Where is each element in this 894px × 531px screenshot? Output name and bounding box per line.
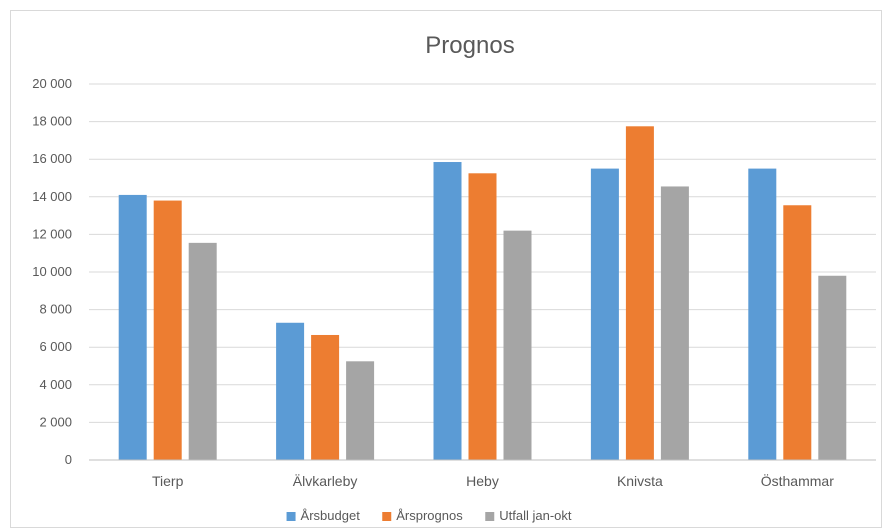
bar-Utfall jan-okt-Heby xyxy=(503,230,532,460)
legend: Årsbudget Årsprognos Utfall jan-okt xyxy=(286,508,572,523)
y-tick-label: 18 000 xyxy=(32,114,72,129)
y-axis-ticks: 0 2 000 4 000 6 000 8 000 10 000 12 000 14 000 1… xyxy=(32,76,72,467)
x-category-label: Älvkarleby xyxy=(293,473,358,489)
legend-label: Årsprognos xyxy=(396,508,463,523)
x-category-label: Knivsta xyxy=(617,473,663,489)
bar-Årsprognos-Tierp xyxy=(153,200,182,460)
y-tick-label: 20 000 xyxy=(32,76,72,91)
bar-Årsprognos-Knivsta xyxy=(625,126,654,461)
x-category-label: Östhammar xyxy=(761,472,834,489)
bar-Årsbudget-Knivsta xyxy=(590,168,619,460)
x-axis-categories: Tierp Älvkarleby Heby Knivsta Östhammar xyxy=(152,472,834,489)
bar-Årsbudget-Tierp xyxy=(118,194,147,461)
y-tick-label: 16 000 xyxy=(32,151,72,166)
x-category-label: Heby xyxy=(466,473,499,489)
y-tick-label: 8 000 xyxy=(39,302,72,317)
y-tick-label: 6 000 xyxy=(39,339,72,354)
legend-label: Årsbudget xyxy=(301,508,361,523)
bar-Årsbudget-Älvkarleby xyxy=(276,322,305,460)
bars xyxy=(118,126,847,461)
bar-Utfall jan-okt-Älvkarleby xyxy=(346,361,375,460)
bar-Årsprognos-Östhammar xyxy=(783,205,812,460)
y-tick-label: 2 000 xyxy=(39,414,72,429)
legend-swatch xyxy=(286,512,296,521)
y-tick-label: 0 xyxy=(65,452,72,467)
bar-Årsprognos-Älvkarleby xyxy=(311,334,340,460)
gridlines xyxy=(89,83,876,423)
legend-swatch xyxy=(485,512,495,521)
bar-Årsbudget-Heby xyxy=(433,162,462,460)
bar-Utfall jan-okt-Östhammar xyxy=(818,275,847,460)
bar-Årsbudget-Östhammar xyxy=(748,168,777,460)
legend-swatch xyxy=(382,512,392,521)
y-tick-label: 10 000 xyxy=(32,264,72,279)
bar-Utfall jan-okt-Tierp xyxy=(188,242,217,460)
y-tick-label: 12 000 xyxy=(32,226,72,241)
y-tick-label: 4 000 xyxy=(39,377,72,392)
legend-label: Utfall jan-okt xyxy=(499,508,572,523)
chart-title: Prognos xyxy=(425,32,514,59)
bar-Utfall jan-okt-Knivsta xyxy=(660,186,689,460)
bar-Årsprognos-Heby xyxy=(468,173,497,461)
x-category-label: Tierp xyxy=(152,473,184,489)
y-tick-label: 14 000 xyxy=(32,189,72,204)
